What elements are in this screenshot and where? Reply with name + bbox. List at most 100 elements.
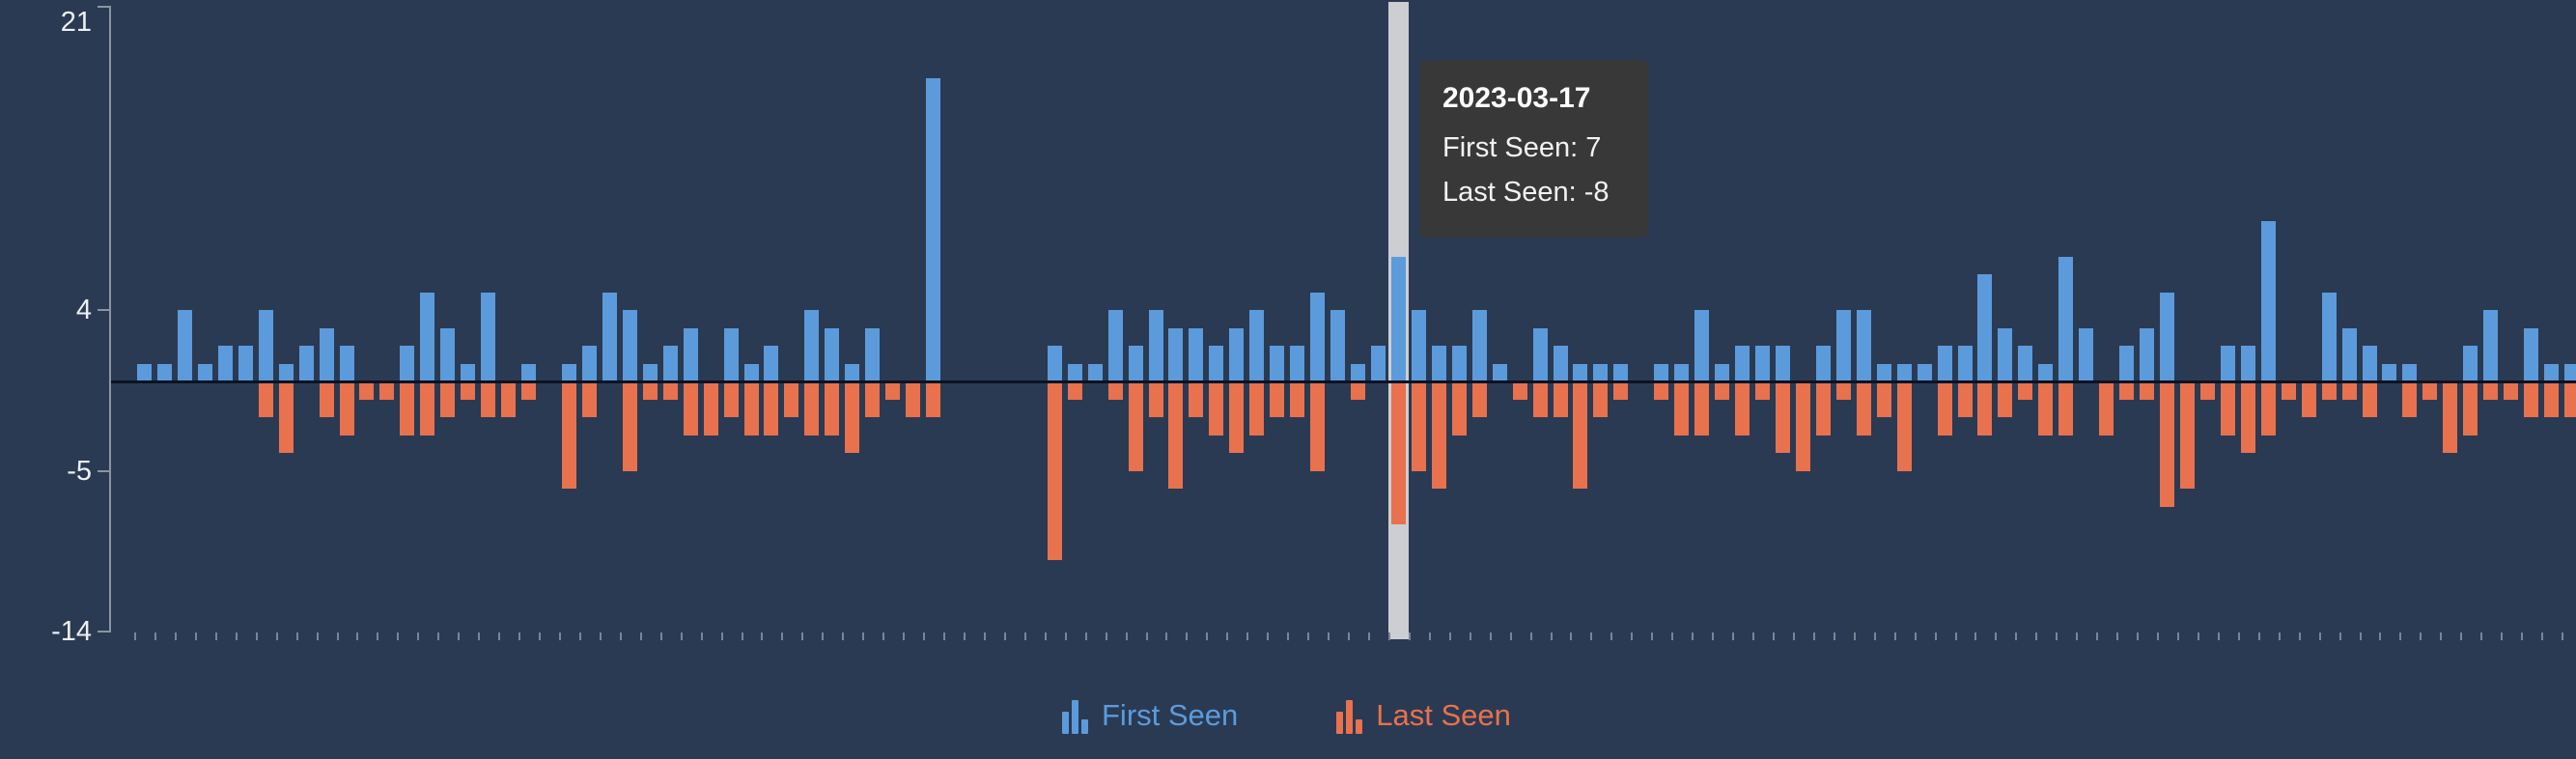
- bar-last-seen[interactable]: [258, 381, 273, 417]
- bar-last-seen[interactable]: [359, 381, 375, 400]
- bar-last-seen[interactable]: [1249, 381, 1265, 436]
- bar-last-seen[interactable]: [764, 381, 779, 436]
- legend-item-first-seen[interactable]: First Seen: [1062, 697, 1238, 734]
- bar-last-seen[interactable]: [2260, 381, 2276, 436]
- bar-last-seen[interactable]: [1977, 381, 1993, 436]
- bar-first-seen[interactable]: [197, 363, 212, 381]
- bar-last-seen[interactable]: [2443, 381, 2458, 453]
- bar-first-seen[interactable]: [258, 310, 273, 381]
- bar-last-seen[interactable]: [1795, 381, 1810, 471]
- bar-first-seen[interactable]: [2341, 327, 2357, 381]
- bar-last-seen[interactable]: [400, 381, 415, 436]
- bar-first-seen[interactable]: [1755, 346, 1770, 381]
- bar-first-seen[interactable]: [1977, 274, 1993, 381]
- bar-first-seen[interactable]: [238, 346, 253, 381]
- bar-last-seen[interactable]: [1310, 381, 1326, 471]
- bar-last-seen[interactable]: [1168, 381, 1184, 489]
- bar-first-seen[interactable]: [1957, 346, 1973, 381]
- bar-first-seen[interactable]: [2524, 327, 2539, 381]
- bar-first-seen[interactable]: [1087, 363, 1103, 381]
- bar-first-seen[interactable]: [1047, 346, 1062, 381]
- bar-last-seen[interactable]: [1815, 381, 1831, 436]
- bar-first-seen[interactable]: [1107, 310, 1123, 381]
- bar-first-seen[interactable]: [217, 346, 233, 381]
- bar-last-seen[interactable]: [2018, 381, 2033, 400]
- bar-last-seen[interactable]: [1876, 381, 1891, 417]
- bar-first-seen[interactable]: [622, 310, 637, 381]
- bar-last-seen[interactable]: [1390, 381, 1406, 524]
- bar-last-seen[interactable]: [642, 381, 658, 400]
- bar-last-seen[interactable]: [2160, 381, 2174, 507]
- bar-last-seen[interactable]: [622, 381, 637, 471]
- bar-first-seen[interactable]: [865, 327, 881, 381]
- bar-first-seen[interactable]: [2119, 346, 2135, 381]
- bar-first-seen[interactable]: [1998, 327, 2013, 381]
- bar-first-seen[interactable]: [1876, 363, 1891, 381]
- bar-last-seen[interactable]: [1694, 381, 1710, 436]
- bar-first-seen[interactable]: [1532, 327, 1548, 381]
- bar-last-seen[interactable]: [461, 381, 476, 400]
- bar-last-seen[interactable]: [2281, 381, 2296, 400]
- bar-first-seen[interactable]: [1330, 310, 1346, 381]
- bar-last-seen[interactable]: [1209, 381, 1224, 436]
- bar-first-seen[interactable]: [581, 346, 597, 381]
- bar-last-seen[interactable]: [2140, 381, 2155, 400]
- bar-first-seen[interactable]: [1310, 292, 1326, 381]
- bar-first-seen[interactable]: [2362, 346, 2377, 381]
- bar-first-seen[interactable]: [1290, 346, 1305, 381]
- bar-last-seen[interactable]: [1856, 381, 1871, 436]
- bar-first-seen[interactable]: [1654, 363, 1669, 381]
- bar-first-seen[interactable]: [1937, 346, 1952, 381]
- bar-last-seen[interactable]: [1471, 381, 1487, 417]
- bar-first-seen[interactable]: [278, 363, 294, 381]
- bar-first-seen[interactable]: [1229, 327, 1245, 381]
- bar-first-seen[interactable]: [156, 363, 172, 381]
- bar-last-seen[interactable]: [339, 381, 354, 436]
- bar-first-seen[interactable]: [461, 363, 476, 381]
- bar-last-seen[interactable]: [703, 381, 718, 436]
- bar-first-seen[interactable]: [2564, 363, 2576, 381]
- bar-last-seen[interactable]: [319, 381, 334, 417]
- bar-first-seen[interactable]: [521, 363, 537, 381]
- bar-first-seen[interactable]: [825, 327, 840, 381]
- bar-last-seen[interactable]: [1148, 381, 1163, 417]
- bar-first-seen[interactable]: [1249, 310, 1265, 381]
- bar-first-seen[interactable]: [1471, 310, 1487, 381]
- bar-first-seen[interactable]: [2240, 346, 2255, 381]
- bar-first-seen[interactable]: [1128, 346, 1143, 381]
- bar-last-seen[interactable]: [1896, 381, 1912, 471]
- bar-last-seen[interactable]: [2483, 381, 2499, 400]
- bar-first-seen[interactable]: [1835, 310, 1851, 381]
- bar-last-seen[interactable]: [2301, 381, 2316, 417]
- bar-first-seen[interactable]: [642, 363, 658, 381]
- bar-last-seen[interactable]: [1067, 381, 1082, 400]
- bar-first-seen[interactable]: [1189, 327, 1204, 381]
- bar-last-seen[interactable]: [2402, 381, 2418, 417]
- bar-last-seen[interactable]: [521, 381, 537, 400]
- bar-last-seen[interactable]: [1128, 381, 1143, 471]
- bar-first-seen[interactable]: [662, 346, 678, 381]
- bar-first-seen[interactable]: [2018, 346, 2033, 381]
- bar-first-seen[interactable]: [400, 346, 415, 381]
- bar-first-seen[interactable]: [1270, 346, 1285, 381]
- bar-last-seen[interactable]: [1613, 381, 1629, 400]
- bar-last-seen[interactable]: [1047, 381, 1062, 560]
- bar-last-seen[interactable]: [1512, 381, 1527, 400]
- bar-last-seen[interactable]: [825, 381, 840, 436]
- legend-item-last-seen[interactable]: Last Seen: [1336, 697, 1511, 734]
- bar-last-seen[interactable]: [1189, 381, 1204, 417]
- bar-first-seen[interactable]: [2260, 220, 2276, 381]
- bar-last-seen[interactable]: [2199, 381, 2215, 400]
- bar-last-seen[interactable]: [2362, 381, 2377, 417]
- bar-first-seen[interactable]: [1492, 363, 1507, 381]
- bar-last-seen[interactable]: [1451, 381, 1467, 436]
- bar-first-seen[interactable]: [1674, 363, 1690, 381]
- bar-last-seen[interactable]: [2119, 381, 2135, 400]
- bar-first-seen[interactable]: [2058, 256, 2074, 381]
- bar-last-seen[interactable]: [1957, 381, 1973, 417]
- bar-first-seen[interactable]: [1451, 346, 1467, 381]
- bar-last-seen[interactable]: [2179, 381, 2195, 489]
- bar-first-seen[interactable]: [1694, 310, 1710, 381]
- bar-last-seen[interactable]: [561, 381, 576, 489]
